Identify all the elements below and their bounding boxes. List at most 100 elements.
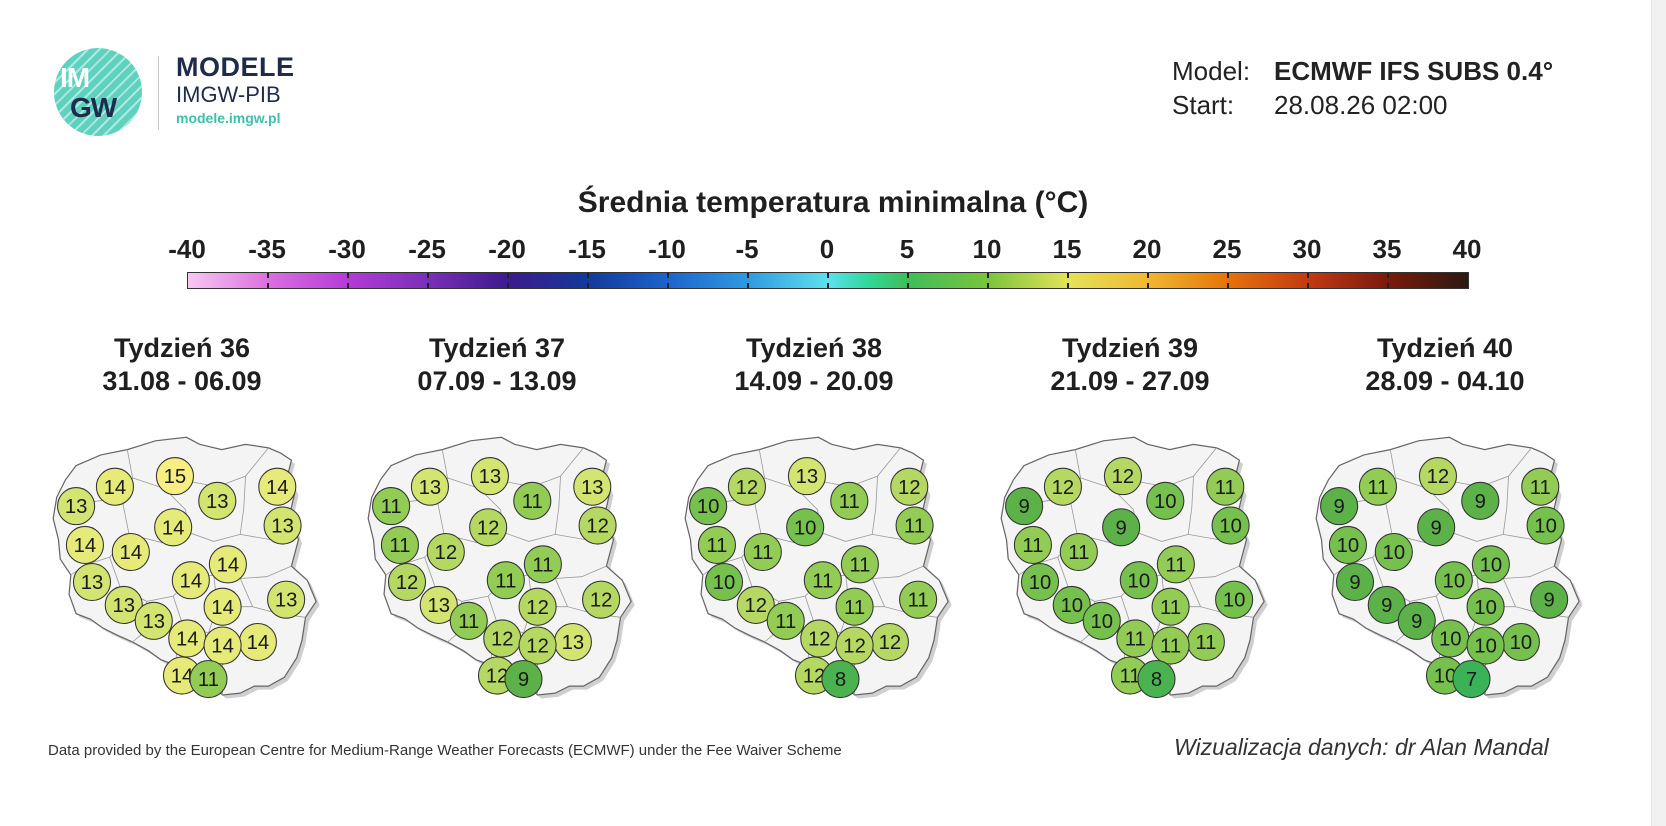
temperature-marker-circle (258, 467, 297, 506)
temperature-marker-circle (787, 457, 826, 496)
logo-name: MODELE (176, 52, 295, 82)
temperature-marker-circle (1466, 626, 1505, 665)
scale-tick-mark (1387, 273, 1389, 278)
logo-emblem-line2: GW (70, 92, 117, 123)
temperature-marker: 11 (840, 545, 879, 584)
temperature-marker-circle (1059, 532, 1098, 572)
temperature-value: 12 (486, 666, 509, 688)
temperature-marker: 11 (513, 481, 552, 520)
temperature-value: 11 (1215, 477, 1236, 499)
temperature-marker: 14 (111, 532, 150, 572)
temperature-value: 11 (495, 570, 516, 592)
temperature-marker: 14 (95, 467, 134, 506)
scale-tick-label: -15 (568, 234, 606, 264)
temperature-value: 12 (526, 597, 549, 619)
temperature-marker: 10 (786, 508, 825, 547)
temperature-value: 9 (1543, 590, 1554, 612)
temperature-value: 14 (104, 477, 127, 499)
week-dates: 21.09 - 27.09 (1050, 366, 1210, 396)
temperature-marker: 13 (419, 585, 458, 624)
temperature-value: 9 (1475, 491, 1486, 513)
temperature-marker: 10 (1020, 562, 1060, 602)
week-title: Tydzień 40 28.09 - 04.10 (1285, 332, 1605, 398)
scale-tick-mark (347, 283, 349, 288)
temperature-marker-circle (1103, 457, 1142, 496)
temperature-value: 10 (1534, 516, 1557, 538)
temperature-marker: 10 (704, 562, 744, 602)
temperature-marker: 13 (72, 562, 112, 602)
scale-tick-mark (587, 273, 589, 278)
scale-tick-label: 35 (1372, 234, 1402, 264)
temperature-value: 11 (522, 491, 543, 513)
temperature-value: 9 (1116, 517, 1127, 539)
temperature-value: 11 (839, 491, 860, 513)
temperature-marker: 11 (1156, 545, 1195, 584)
scale-tick-mark (827, 273, 829, 278)
temperature-marker-circle (1043, 467, 1082, 506)
temperature-marker-circle (743, 532, 782, 572)
temperature-value: 11 (775, 611, 796, 633)
temperature-marker: 13 (553, 622, 592, 662)
temperature-marker-circle (830, 481, 869, 520)
temperature-marker: 11 (1186, 622, 1225, 662)
scale-tick-label: 40 (1452, 234, 1482, 264)
visualization-credit: Wizualizacja danych: dr Alan Mandal (1174, 734, 1549, 760)
temperature-marker-circle (895, 506, 934, 545)
week-title: Tydzień 37 07.09 - 13.09 (337, 332, 657, 398)
temperature-marker-circle (766, 601, 805, 640)
week-number: Tydzień 39 (1061, 333, 1199, 363)
temperature-marker: 14 (65, 525, 104, 564)
week-map-panel: Tydzień 39 21.09 - 27.09 12 12 10 11 9 10 9 11 11 1… (970, 332, 1290, 712)
temperature-marker-circle (426, 532, 465, 572)
temperature-marker: 9 (1417, 508, 1456, 547)
temperature-marker: 12 (387, 562, 427, 602)
temperature-value: 15 (164, 466, 187, 488)
temperature-value: 11 (198, 669, 219, 691)
temperature-value: 8 (835, 669, 846, 691)
temperature-value: 10 (1443, 570, 1466, 592)
temperature-value: 14 (211, 636, 234, 658)
temperature-marker-circle (1471, 545, 1510, 584)
temperature-marker: 13 (134, 601, 173, 640)
week-map-panel: Tydzień 36 31.08 - 06.09 14 15 13 14 13 13 14 14 1… (22, 332, 342, 712)
temperature-marker-circle (786, 508, 825, 547)
logo-url[interactable]: modele.imgw.pl (176, 110, 281, 126)
temperature-value: 13 (562, 632, 585, 654)
temperature-value: 14 (171, 666, 194, 688)
week-dates: 28.09 - 04.10 (1365, 366, 1525, 396)
temperature-marker-circle (1466, 587, 1505, 626)
temperature-value: 13 (206, 491, 229, 513)
week-number: Tydzień 38 (745, 333, 883, 363)
temperature-marker-circle (410, 467, 449, 506)
temperature-value: 12 (1052, 477, 1075, 499)
temperature-value: 13 (419, 477, 442, 499)
temperature-marker: 11 (803, 561, 842, 600)
temperature-marker-circle (1052, 585, 1091, 624)
temperature-marker-circle (198, 481, 237, 520)
temperature-value: 13 (275, 590, 298, 612)
temperature-marker-circle (1005, 487, 1044, 526)
scale-tick-mark (507, 273, 509, 278)
region-border (132, 447, 269, 489)
temperature-value: 11 (532, 554, 553, 576)
temperature-marker: 8 (1137, 660, 1176, 699)
temperature-marker: 13 (787, 457, 826, 496)
scale-tick-mark (1227, 283, 1229, 288)
data-credit: Data provided by the European Centre for… (48, 742, 842, 759)
temperature-value: 12 (435, 542, 458, 564)
scale-tick-mark (1227, 273, 1229, 278)
temperature-value: 9 (1018, 496, 1029, 518)
temperature-marker: 12 (870, 622, 909, 662)
temperature-marker: 8 (821, 660, 860, 699)
scale-tick-mark (907, 283, 909, 288)
scale-tick-mark (1147, 283, 1149, 288)
temperature-value: 9 (1431, 517, 1442, 539)
temperature-marker-circle (1367, 585, 1406, 624)
start-label: Start: (1172, 90, 1235, 120)
temperature-marker: 9 (504, 660, 543, 699)
temperature-marker: 13 (198, 481, 237, 520)
scrollbar[interactable] (1651, 0, 1666, 826)
temperature-marker-circle (578, 506, 617, 545)
temperature-marker: 12 (835, 626, 874, 665)
temperature-marker: 14 (203, 626, 242, 665)
